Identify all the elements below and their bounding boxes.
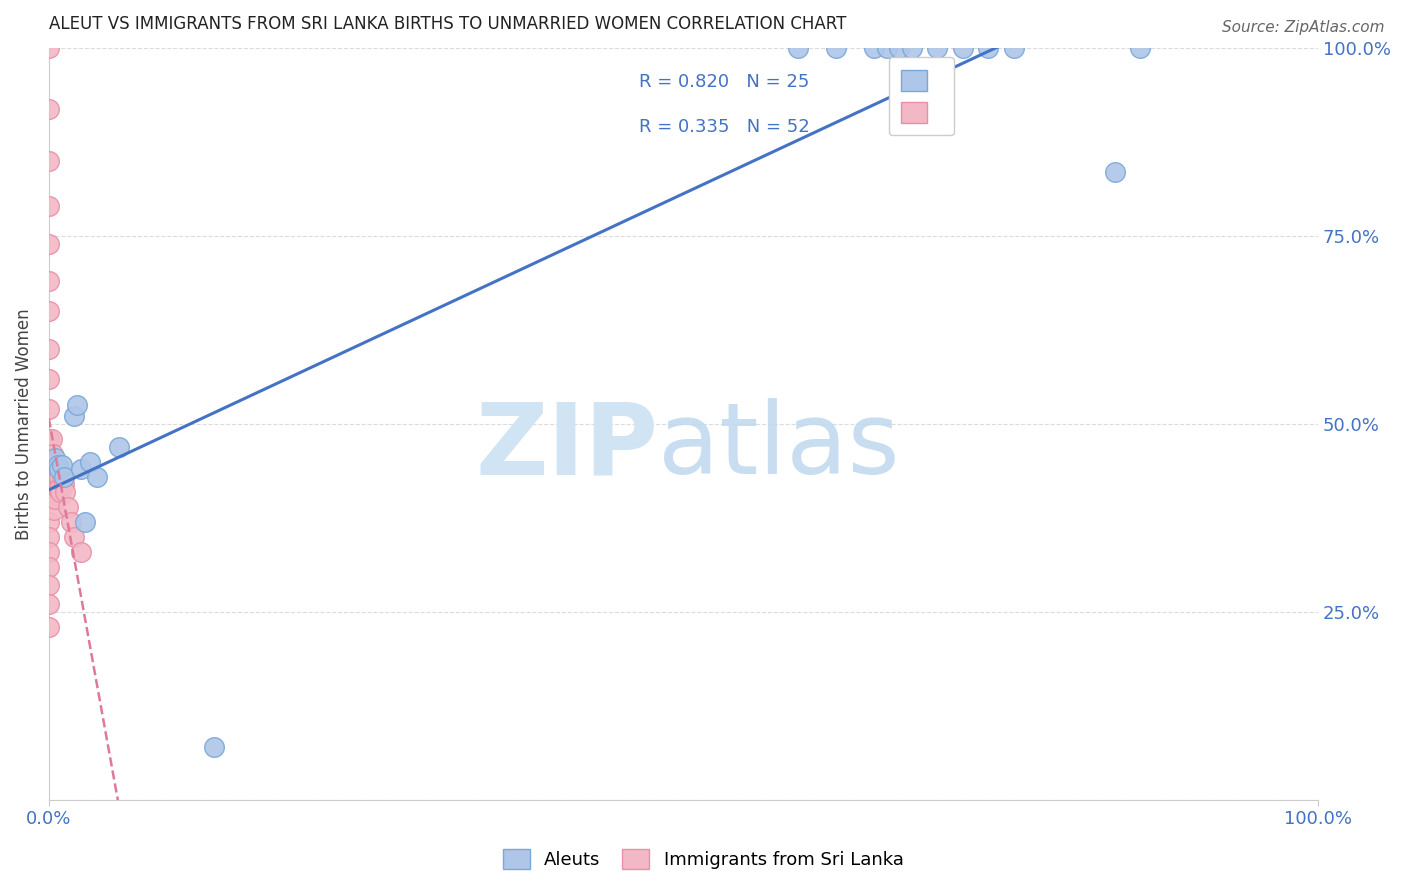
Point <box>1129 41 1152 55</box>
Point <box>107 440 129 454</box>
Legend: , : , <box>889 57 953 136</box>
Point <box>38 515 60 529</box>
Point <box>38 102 60 116</box>
Point <box>48 469 70 483</box>
Point <box>42 477 65 491</box>
Point <box>38 342 60 356</box>
Text: R = 0.335   N = 52: R = 0.335 N = 52 <box>640 119 810 136</box>
Point <box>44 481 66 495</box>
Point <box>42 454 65 468</box>
Point <box>952 41 974 55</box>
Point <box>889 41 911 55</box>
Text: atlas: atlas <box>658 398 900 495</box>
Point <box>876 41 898 55</box>
Point <box>66 398 89 412</box>
Point <box>901 41 924 55</box>
Point <box>38 578 60 592</box>
Point <box>42 481 65 495</box>
Point <box>38 530 60 544</box>
Point <box>56 500 79 514</box>
Point <box>786 41 808 55</box>
Point <box>51 458 73 473</box>
Point <box>44 492 66 507</box>
Point <box>38 41 60 55</box>
Point <box>42 462 65 476</box>
Point <box>49 484 72 499</box>
Point <box>824 41 846 55</box>
Point <box>63 409 86 424</box>
Point <box>44 454 66 468</box>
Point <box>38 154 60 169</box>
Point <box>48 481 70 495</box>
Legend: Aleuts, Immigrants from Sri Lanka: Aleuts, Immigrants from Sri Lanka <box>494 839 912 879</box>
Point <box>38 597 60 611</box>
Point <box>38 620 60 634</box>
Point <box>53 469 76 483</box>
Point <box>202 739 225 754</box>
Point <box>1002 41 1025 55</box>
Point <box>42 469 65 483</box>
Point <box>977 41 1000 55</box>
Point <box>38 274 60 288</box>
Point <box>38 372 60 386</box>
Point <box>45 481 67 495</box>
Point <box>48 462 70 476</box>
Point <box>42 469 65 483</box>
Text: R = 0.820   N = 25: R = 0.820 N = 25 <box>640 73 810 91</box>
Point <box>38 492 60 507</box>
Point <box>42 492 65 507</box>
Point <box>46 458 69 473</box>
Point <box>41 432 63 446</box>
Point <box>46 469 69 483</box>
Point <box>38 199 60 213</box>
Point <box>42 447 65 461</box>
Y-axis label: Births to Unmarried Women: Births to Unmarried Women <box>15 308 32 540</box>
Point <box>44 462 66 476</box>
Point <box>42 492 65 507</box>
Point <box>69 544 91 558</box>
Point <box>46 481 69 495</box>
Text: ZIP: ZIP <box>475 398 658 495</box>
Point <box>927 41 949 55</box>
Point <box>79 454 101 468</box>
Point <box>86 469 108 483</box>
Point <box>69 462 91 476</box>
Point <box>863 41 886 55</box>
Point <box>44 469 66 483</box>
Point <box>51 469 73 483</box>
Point <box>38 401 60 416</box>
Point <box>45 462 67 476</box>
Text: Source: ZipAtlas.com: Source: ZipAtlas.com <box>1222 20 1385 35</box>
Point <box>38 432 60 446</box>
Point <box>38 544 60 558</box>
Point <box>59 515 82 529</box>
Point <box>55 484 77 499</box>
Text: ALEUT VS IMMIGRANTS FROM SRI LANKA BIRTHS TO UNMARRIED WOMEN CORRELATION CHART: ALEUT VS IMMIGRANTS FROM SRI LANKA BIRTH… <box>49 15 846 33</box>
Point <box>38 236 60 251</box>
Point <box>38 559 60 574</box>
Point <box>44 450 66 465</box>
Point <box>63 530 86 544</box>
Point <box>45 469 67 483</box>
Point <box>42 503 65 517</box>
Point <box>73 515 96 529</box>
Point <box>41 462 63 476</box>
Point <box>53 477 76 491</box>
Point <box>1104 165 1126 179</box>
Point <box>38 462 60 476</box>
Point <box>38 304 60 318</box>
